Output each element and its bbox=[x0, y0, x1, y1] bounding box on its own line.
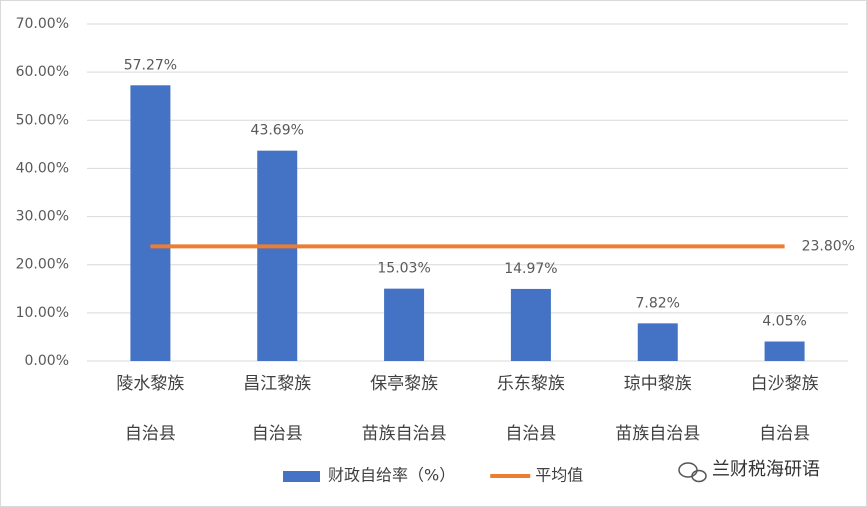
bar bbox=[764, 341, 805, 361]
x-tick-label: 乐东黎族 bbox=[497, 374, 565, 394]
y-tick-label: 0.00% bbox=[25, 353, 69, 369]
x-tick-label: 昌江黎族 bbox=[243, 374, 311, 394]
bar bbox=[257, 150, 298, 361]
data-label: 57.27% bbox=[124, 57, 177, 73]
x-tick-label: 白沙黎族 bbox=[751, 374, 819, 394]
data-label: 15.03% bbox=[377, 261, 430, 277]
bar bbox=[130, 85, 171, 361]
bar bbox=[637, 323, 678, 361]
x-tick-label: 琼中黎族 bbox=[624, 374, 692, 394]
legend-label: 平均值 bbox=[535, 466, 583, 485]
x-tick-label: 苗族自治县 bbox=[362, 424, 447, 444]
y-tick-label: 30.00% bbox=[16, 209, 69, 225]
watermark-icon bbox=[678, 462, 707, 483]
y-tick-label: 70.00% bbox=[16, 16, 69, 32]
x-tick-label: 苗族自治县 bbox=[615, 424, 700, 444]
legend-label: 财政自给率（%） bbox=[328, 466, 455, 485]
watermark: 兰财税海研语 bbox=[712, 459, 820, 480]
y-tick-label: 10.00% bbox=[16, 305, 69, 321]
y-tick-label: 40.00% bbox=[16, 160, 69, 176]
x-tick-label: 自治县 bbox=[252, 424, 303, 444]
data-label: 4.05% bbox=[762, 314, 806, 330]
bar bbox=[384, 288, 425, 361]
x-tick-label: 保亭黎族 bbox=[370, 374, 438, 394]
data-label: 14.97% bbox=[504, 261, 557, 277]
x-tick-label: 自治县 bbox=[125, 424, 176, 444]
x-tick-label: 陵水黎族 bbox=[116, 374, 184, 394]
x-tick-label: 自治县 bbox=[759, 424, 810, 444]
data-label: 43.69% bbox=[251, 123, 304, 139]
y-tick-label: 20.00% bbox=[16, 257, 69, 273]
bar bbox=[510, 288, 551, 361]
x-tick-label: 自治县 bbox=[505, 424, 556, 444]
data-label: 23.80% bbox=[802, 238, 855, 254]
legend-swatch bbox=[283, 471, 320, 482]
y-tick-label: 60.00% bbox=[16, 64, 69, 80]
y-tick-label: 50.00% bbox=[16, 112, 69, 128]
data-label: 7.82% bbox=[636, 295, 680, 311]
